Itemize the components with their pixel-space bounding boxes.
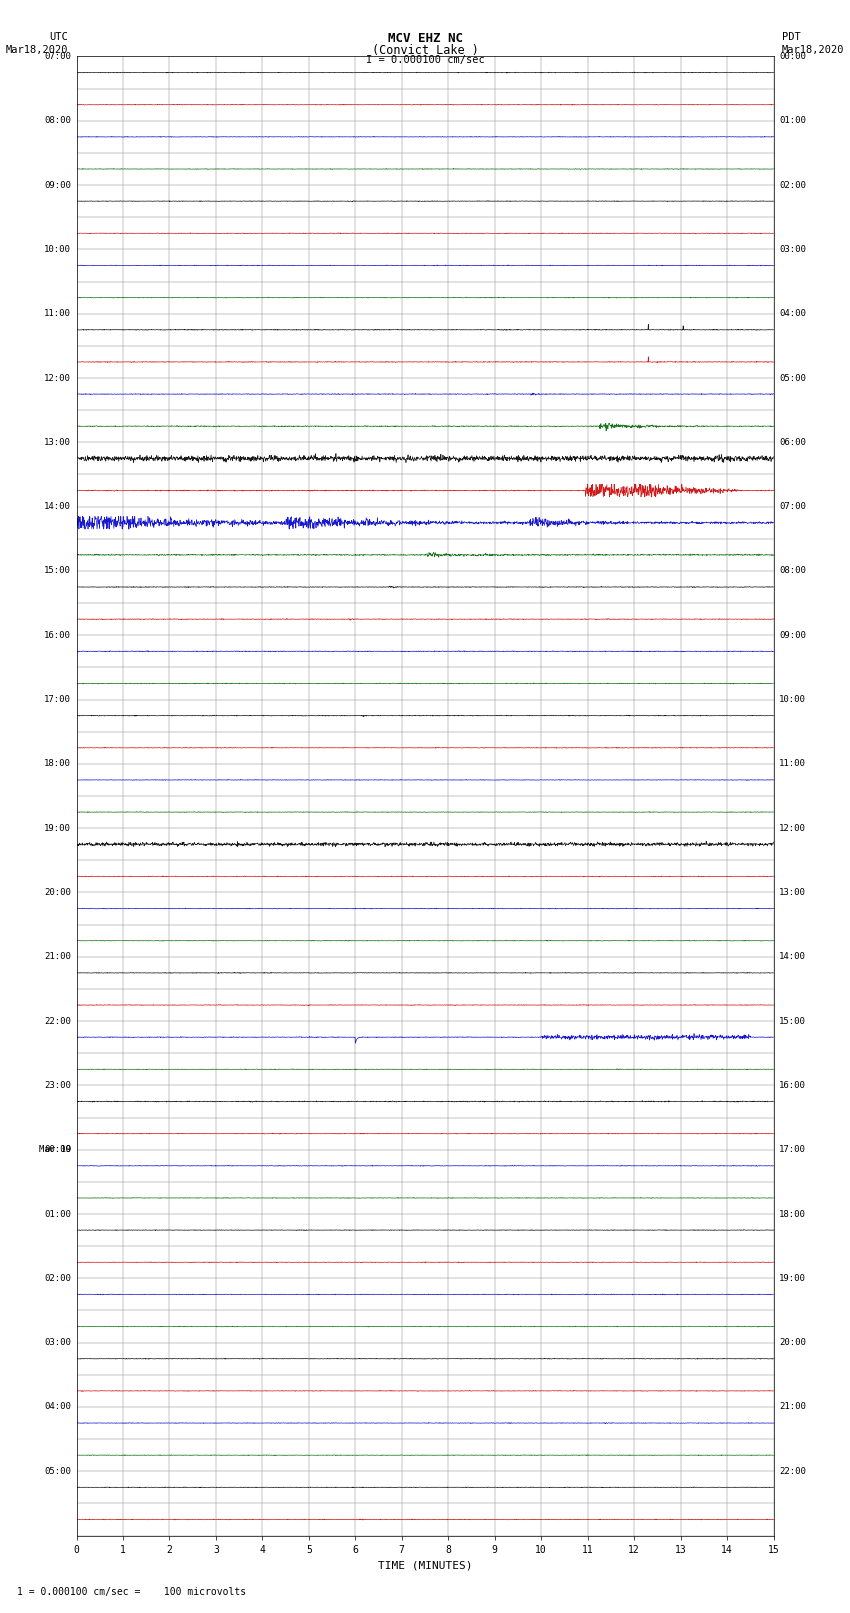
Text: 22:00: 22:00 — [44, 1016, 71, 1026]
Text: 13:00: 13:00 — [779, 889, 806, 897]
Text: 04:00: 04:00 — [44, 1402, 71, 1411]
Text: 19:00: 19:00 — [779, 1274, 806, 1282]
Text: Mar18,2020: Mar18,2020 — [5, 45, 68, 55]
Text: 12:00: 12:00 — [44, 374, 71, 382]
Text: 15:00: 15:00 — [779, 1016, 806, 1026]
Text: PDT: PDT — [782, 32, 801, 42]
Text: 11:00: 11:00 — [44, 310, 71, 318]
Text: 22:00: 22:00 — [779, 1466, 806, 1476]
Text: 18:00: 18:00 — [779, 1210, 806, 1218]
Text: 17:00: 17:00 — [44, 695, 71, 703]
Text: 00:00: 00:00 — [779, 52, 806, 61]
Text: 04:00: 04:00 — [779, 310, 806, 318]
Text: Mar18,2020: Mar18,2020 — [782, 45, 845, 55]
Text: 03:00: 03:00 — [44, 1339, 71, 1347]
Text: 07:00: 07:00 — [779, 502, 806, 511]
Text: 13:00: 13:00 — [44, 437, 71, 447]
Text: 03:00: 03:00 — [779, 245, 806, 253]
Text: 09:00: 09:00 — [44, 181, 71, 190]
Text: 07:00: 07:00 — [44, 52, 71, 61]
Text: 18:00: 18:00 — [44, 760, 71, 768]
Text: 1 = 0.000100 cm/sec =    100 microvolts: 1 = 0.000100 cm/sec = 100 microvolts — [17, 1587, 246, 1597]
Text: Mar 19: Mar 19 — [39, 1145, 71, 1155]
Text: 05:00: 05:00 — [779, 374, 806, 382]
Text: 20:00: 20:00 — [44, 889, 71, 897]
Text: 01:00: 01:00 — [779, 116, 806, 126]
Text: UTC: UTC — [49, 32, 68, 42]
Text: 09:00: 09:00 — [779, 631, 806, 640]
Text: 08:00: 08:00 — [779, 566, 806, 576]
X-axis label: TIME (MINUTES): TIME (MINUTES) — [377, 1560, 473, 1569]
Text: 00:00: 00:00 — [44, 1145, 71, 1155]
Text: 14:00: 14:00 — [779, 952, 806, 961]
Text: 14:00: 14:00 — [44, 502, 71, 511]
Text: 12:00: 12:00 — [779, 824, 806, 832]
Text: 05:00: 05:00 — [44, 1466, 71, 1476]
Text: 16:00: 16:00 — [779, 1081, 806, 1090]
Text: 02:00: 02:00 — [779, 181, 806, 190]
Text: I = 0.000100 cm/sec: I = 0.000100 cm/sec — [366, 55, 484, 65]
Text: 17:00: 17:00 — [779, 1145, 806, 1155]
Text: 02:00: 02:00 — [44, 1274, 71, 1282]
Text: 16:00: 16:00 — [44, 631, 71, 640]
Text: 20:00: 20:00 — [779, 1339, 806, 1347]
Text: 08:00: 08:00 — [44, 116, 71, 126]
Text: 10:00: 10:00 — [779, 695, 806, 703]
Text: 06:00: 06:00 — [779, 437, 806, 447]
Text: 01:00: 01:00 — [44, 1210, 71, 1218]
Text: 19:00: 19:00 — [44, 824, 71, 832]
Text: 10:00: 10:00 — [44, 245, 71, 253]
Text: 11:00: 11:00 — [779, 760, 806, 768]
Text: (Convict Lake ): (Convict Lake ) — [371, 44, 479, 56]
Text: 21:00: 21:00 — [44, 952, 71, 961]
Text: MCV EHZ NC: MCV EHZ NC — [388, 32, 462, 45]
Text: 15:00: 15:00 — [44, 566, 71, 576]
Text: 23:00: 23:00 — [44, 1081, 71, 1090]
Text: 21:00: 21:00 — [779, 1402, 806, 1411]
